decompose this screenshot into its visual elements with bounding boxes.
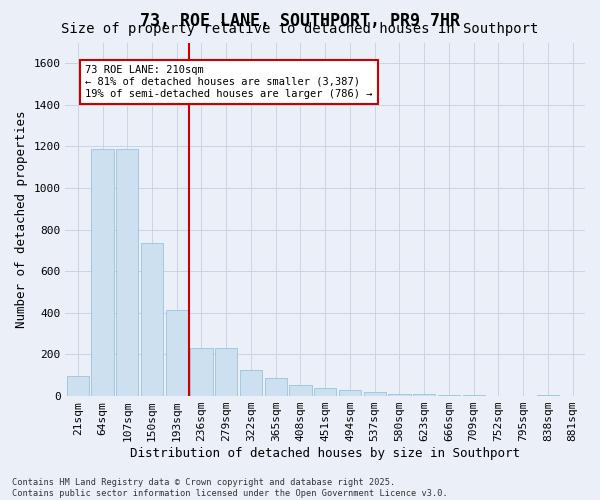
Bar: [364, 392, 386, 396]
Text: Contains HM Land Registry data © Crown copyright and database right 2025.
Contai: Contains HM Land Registry data © Crown c…: [12, 478, 448, 498]
Bar: [67, 376, 89, 396]
Bar: [438, 395, 460, 396]
Bar: [215, 348, 238, 396]
Bar: [289, 384, 311, 396]
Y-axis label: Number of detached properties: Number of detached properties: [15, 110, 28, 328]
Bar: [339, 390, 361, 396]
Text: 73, ROE LANE, SOUTHPORT, PR9 7HR: 73, ROE LANE, SOUTHPORT, PR9 7HR: [140, 12, 460, 30]
Bar: [91, 148, 113, 396]
Bar: [388, 394, 410, 396]
Text: 73 ROE LANE: 210sqm
← 81% of detached houses are smaller (3,387)
19% of semi-det: 73 ROE LANE: 210sqm ← 81% of detached ho…: [85, 66, 373, 98]
Bar: [116, 148, 139, 396]
Bar: [166, 310, 188, 396]
Bar: [413, 394, 436, 396]
Text: Size of property relative to detached houses in Southport: Size of property relative to detached ho…: [61, 22, 539, 36]
Bar: [190, 348, 212, 396]
X-axis label: Distribution of detached houses by size in Southport: Distribution of detached houses by size …: [130, 447, 520, 460]
Bar: [314, 388, 337, 396]
Bar: [141, 243, 163, 396]
Bar: [265, 378, 287, 396]
Bar: [240, 370, 262, 396]
